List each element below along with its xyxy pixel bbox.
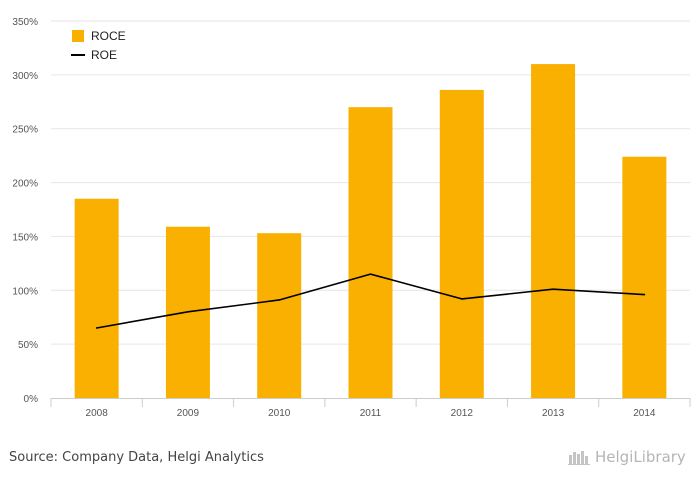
x-tick-label: 2010 <box>268 408 291 419</box>
y-tick-label: 350% <box>12 17 38 28</box>
x-tick-label: 2013 <box>542 408 565 419</box>
logo-text: HelgiLibrary <box>595 448 686 466</box>
y-tick-label: 200% <box>12 179 38 190</box>
library-icon <box>568 451 590 465</box>
bar-roce-2013 <box>531 64 576 398</box>
point-roe-2012 <box>460 298 463 300</box>
x-tick-label: 2011 <box>360 408 382 419</box>
x-tick-label: 2008 <box>86 408 109 419</box>
y-tick-label: 250% <box>12 125 38 136</box>
legend: ROCE ROE <box>71 29 126 62</box>
legend-label-roe: ROE <box>91 48 117 62</box>
x-tick-label: 2014 <box>633 408 656 419</box>
y-tick-label: 50% <box>18 340 38 351</box>
source-note: Source: Company Data, Helgi Analytics <box>9 450 264 465</box>
y-tick-label: 300% <box>12 71 38 82</box>
bar-roce-2014 <box>622 156 667 398</box>
bar-roce-2008 <box>74 198 119 398</box>
legend-label-roce: ROCE <box>91 29 126 43</box>
y-tick-label: 0% <box>24 394 39 405</box>
point-roe-2010 <box>278 299 281 301</box>
legend-swatch-roce <box>72 30 84 42</box>
y-tick-label: 100% <box>12 286 38 297</box>
point-roe-2008 <box>95 327 98 329</box>
point-roe-2009 <box>187 311 189 313</box>
helgilibrary-logo: HelgiLibrary <box>568 448 686 466</box>
point-roe-2014 <box>643 293 646 296</box>
roce-roe-chart: 0% 50% 100% 150% 200% 250% 300% 350% 2008 2009 201… <box>12 17 691 419</box>
point-roe-2013 <box>552 288 554 291</box>
bar-roce-2011 <box>348 107 393 399</box>
bar-roce-2012 <box>439 89 484 399</box>
bar-roce-2010 <box>257 233 302 398</box>
point-roe-2011 <box>369 273 372 275</box>
y-tick-label: 150% <box>12 232 38 243</box>
x-tick-label: 2012 <box>451 408 474 419</box>
x-tick-label: 2009 <box>177 408 200 419</box>
